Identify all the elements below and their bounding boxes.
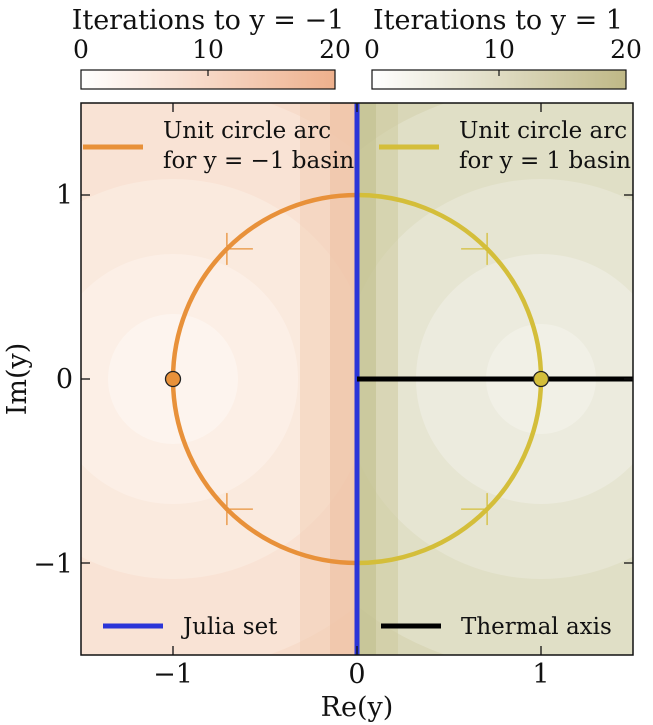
colorbar-left-tick-label: 0	[73, 35, 89, 64]
colorbar-right-tick-label: 10	[483, 35, 515, 64]
colorbar-right-tick-label: 0	[364, 35, 380, 64]
fixed-point-plus-one	[532, 370, 550, 388]
y-tick-label: 1	[56, 180, 73, 211]
colorbar-left-tick-label: 10	[192, 35, 224, 64]
legend-label-arc-left-line1: Unit circle arc	[163, 118, 331, 144]
colorbar-left-tick-label: 20	[319, 35, 351, 64]
colorbar-right-tick-label: 20	[610, 35, 642, 64]
x-tick-label: −1	[153, 659, 193, 690]
y-tick-label: 0	[56, 364, 73, 395]
x-axis-label: Re(y)	[321, 692, 394, 723]
y-axis-label: Im(y)	[2, 343, 33, 416]
legend-thermal-axis: Thermal axis	[381, 614, 612, 640]
legend-label-thermal-axis: Thermal axis	[461, 614, 612, 640]
legend-arc-left: Unit circle arc for y = −1 basin	[83, 118, 354, 174]
colorbar-right-title: Iterations to y = 1	[373, 5, 623, 36]
legend-label-julia-set: Julia set	[181, 614, 278, 640]
legend-label-arc-right-line2: for y = 1 basin	[459, 148, 631, 174]
fixed-point-minus-one	[164, 370, 182, 388]
legend-julia-set: Julia set	[103, 614, 278, 640]
colorbar-left-title: Iterations to y = −1	[72, 5, 345, 36]
x-tick-label: 0	[348, 659, 365, 690]
x-tick-label: 1	[532, 659, 549, 690]
y-tick-label: −1	[33, 549, 73, 580]
legend-arc-right: Unit circle arc for y = 1 basin	[379, 118, 631, 174]
legend-label-arc-right-line1: Unit circle arc	[459, 118, 627, 144]
legend-label-arc-left-line2: for y = −1 basin	[163, 148, 354, 174]
colorbar-ticks	[207, 70, 500, 76]
